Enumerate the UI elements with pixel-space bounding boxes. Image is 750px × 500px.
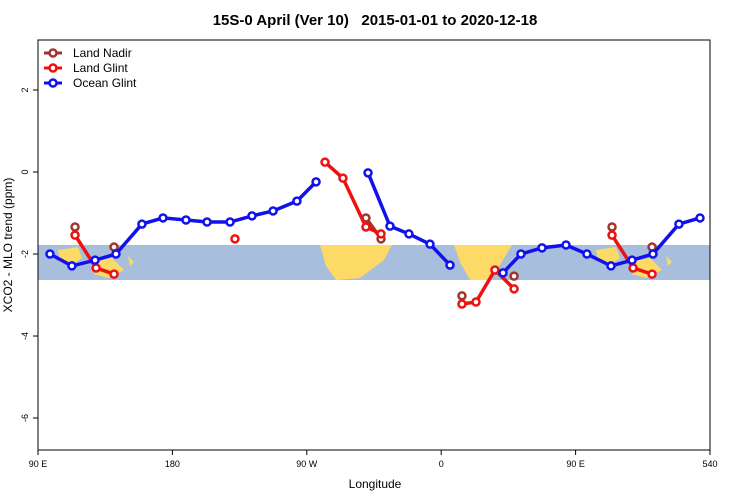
point [471,297,481,307]
point [137,219,147,229]
point [320,157,330,167]
point [425,239,435,249]
point [457,299,467,309]
point [445,260,455,270]
x-tick-label: 0 [439,459,444,469]
point [292,196,302,206]
point [385,221,395,231]
point [516,249,526,259]
y-tick-label: 2 [20,88,30,93]
point [268,206,278,216]
y-tick-label: -2 [20,250,30,258]
y-tick-label: -6 [20,414,30,422]
point [607,222,617,232]
legend-marker [48,48,58,58]
point [225,217,235,227]
point [376,229,386,239]
map-band [38,245,710,280]
point [537,243,547,253]
land-shape [454,245,512,280]
legend-label: Land Glint [73,61,128,75]
point [695,213,705,223]
point [457,291,467,301]
point [45,249,55,259]
point [109,269,119,279]
point [509,271,519,281]
legend-marker [48,78,58,88]
x-tick-label: 540 [702,459,717,469]
chart-title: 15S-0 April (Ver 10) 2015-01-01 to 2020-… [213,12,538,29]
point [361,222,371,232]
x-tick-label: 180 [165,459,180,469]
legend-label: Land Nadir [73,46,132,60]
point [674,219,684,229]
point [404,229,414,239]
point [498,268,508,278]
point [627,255,637,265]
point [606,261,616,271]
point [561,240,571,250]
point [607,230,617,240]
legend-label: Ocean Glint [73,76,137,90]
x-tick-label: 90 E [566,459,585,469]
point [363,168,373,178]
point [67,261,77,271]
point [490,265,500,275]
series-line [73,160,653,306]
land-shape [320,245,392,280]
point [111,249,121,259]
x-tick-label: 90 W [296,459,318,469]
point [158,213,168,223]
point [70,222,80,232]
y-tick-label: -4 [20,332,30,340]
legend-marker [48,63,58,73]
point [70,230,80,240]
point [647,269,657,279]
point [628,263,638,273]
y-tick-label: 0 [20,170,30,175]
point [247,211,257,221]
x-axis-label: Longitude [349,477,402,491]
point [648,249,658,259]
x-tick-label: 90 E [29,459,48,469]
point [582,249,592,259]
y-axis-label: XCO2 - MLO trend (ppm) [1,178,15,313]
plot-frame [37,39,711,451]
point [202,217,212,227]
point [90,255,100,265]
point [91,263,101,273]
point [338,173,348,183]
point [230,234,240,244]
point [181,215,191,225]
point [311,177,321,187]
point [509,284,519,294]
